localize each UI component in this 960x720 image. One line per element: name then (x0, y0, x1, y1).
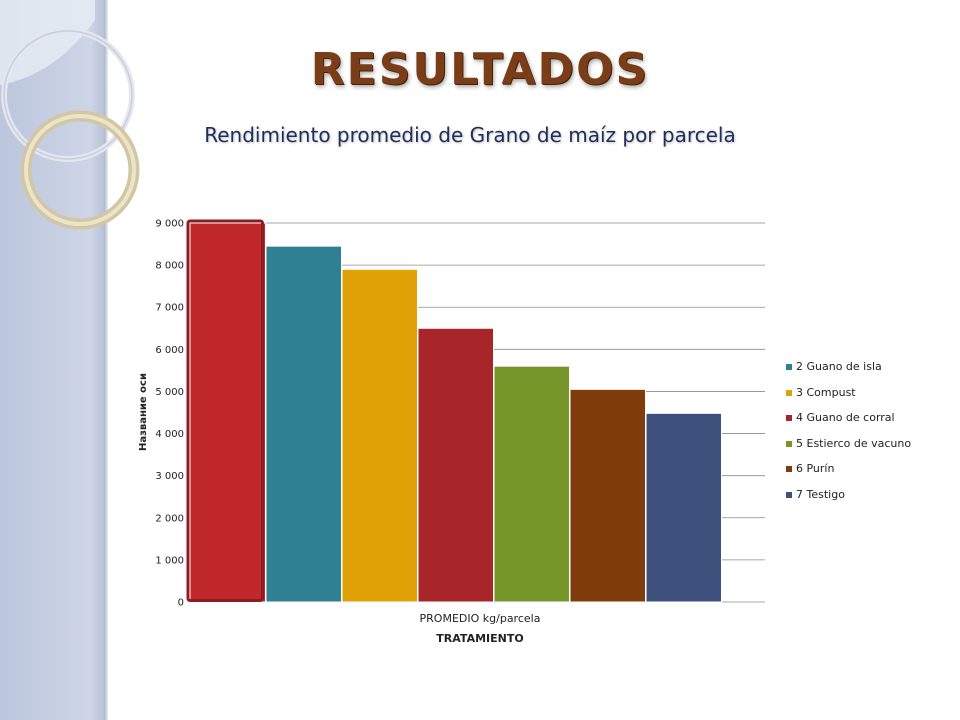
y-tick-label: 3 000 (155, 471, 184, 482)
left-band-edge (104, 0, 108, 720)
legend-item: 2 Guano de isla (786, 360, 882, 373)
bar-4 (417, 327, 494, 603)
x-category-label: PROMEDIO kg/parcela (420, 612, 541, 625)
corner-shape (0, 0, 95, 85)
bar-highlight-border (186, 219, 264, 602)
y-axis-title: Название оси (138, 373, 149, 451)
y-axis-ticks: 0 1 000 2 000 3 000 4 000 5 000 6 000 7 000 8 00… (155, 219, 184, 609)
bar-3 (341, 268, 418, 603)
y-tick-label: 1 000 (155, 555, 184, 566)
gold-ring-highlight (24, 114, 136, 226)
slide-title: RESULTADOS (310, 44, 650, 95)
y-tick-label: 0 (178, 598, 184, 609)
legend-swatch (786, 415, 792, 421)
legend-swatch (786, 364, 792, 370)
legend-item: 4 Guano de corral (786, 411, 895, 424)
legend-item: 3 Compust (786, 386, 856, 399)
bar-7 (645, 412, 722, 603)
legend-item: 6 Purín (786, 462, 834, 475)
legend-label: 2 Guano de isla (796, 360, 882, 373)
y-tick-label: 4 000 (155, 429, 184, 440)
legend-item: 7 Testigo (786, 488, 845, 501)
legend-swatch (786, 491, 792, 498)
bar-2 (265, 245, 342, 603)
legend-label: 7 Testigo (796, 487, 845, 501)
outer-ring-edge (3, 30, 133, 160)
legend-swatch (786, 389, 792, 396)
y-tick-label: 9 000 (155, 219, 184, 230)
y-tick-label: 6 000 (155, 345, 184, 356)
legend-label: 3 Compust (796, 385, 856, 399)
y-tick-label: 5 000 (155, 387, 184, 398)
legend-label: 4 Guano de corral (796, 411, 895, 424)
legend-item: 5 Estierco de vacuno (786, 437, 911, 450)
y-tick-label: 8 000 (155, 261, 184, 272)
legend-label: 5 Estierco de vacuno (796, 436, 912, 450)
x-axis-title: TRATAMIENTO (436, 632, 523, 645)
legend-swatch (786, 440, 792, 447)
bar-1 (189, 222, 266, 603)
slide-subtitle: Rendimiento promedio de Grano de maíz po… (204, 123, 736, 147)
legend-swatch (786, 466, 792, 472)
legend-label: 6 Purín (796, 462, 835, 475)
bar-5 (493, 365, 570, 603)
y-tick-label: 2 000 (155, 513, 184, 524)
y-tick-label: 7 000 (155, 303, 184, 314)
decorative-rings (0, 0, 140, 230)
bars (186, 219, 722, 603)
bar-6 (569, 388, 646, 603)
